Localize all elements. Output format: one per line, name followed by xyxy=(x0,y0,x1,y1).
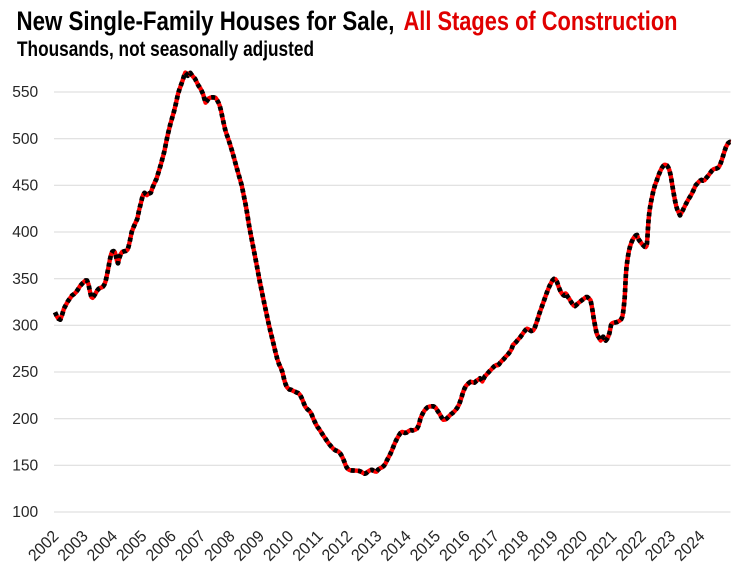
svg-text:250: 250 xyxy=(12,364,38,381)
svg-text:300: 300 xyxy=(12,317,38,334)
svg-text:500: 500 xyxy=(12,131,38,148)
svg-text:550: 550 xyxy=(12,84,38,101)
svg-text:400: 400 xyxy=(12,224,38,241)
svg-text:Thousands, not seasonally adju: Thousands, not seasonally adjusted xyxy=(17,38,314,61)
svg-text:200: 200 xyxy=(12,411,38,428)
svg-text:All Stages of Construction: All Stages of Construction xyxy=(404,6,678,36)
svg-text:350: 350 xyxy=(12,271,38,288)
svg-text:450: 450 xyxy=(12,177,38,194)
svg-text:New Single-Family Houses for S: New Single-Family Houses for Sale, xyxy=(17,6,395,36)
svg-text:150: 150 xyxy=(12,457,38,474)
svg-text:100: 100 xyxy=(12,504,38,521)
